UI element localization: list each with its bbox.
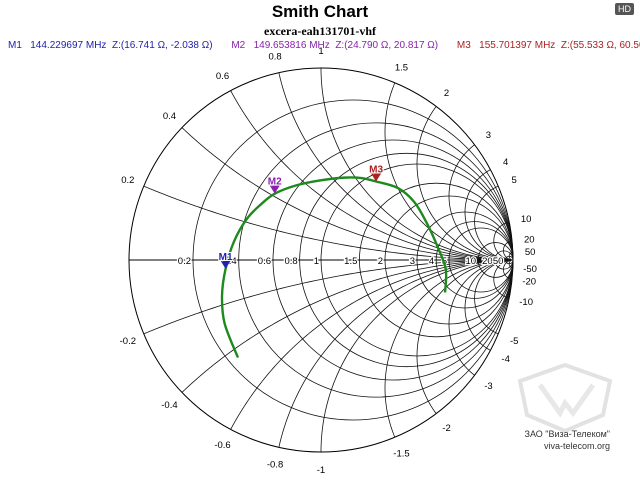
reactance-arc xyxy=(508,259,513,269)
marker-m2-triangle xyxy=(269,185,280,194)
real-axis-label: 1.5 xyxy=(344,256,357,267)
reactance-label-upper: 0.4 xyxy=(163,111,176,122)
marker-m3-readout: M3 155.701397 MHz Z:(55.533 Ω, 60.501 Ω) xyxy=(457,40,640,51)
reactance-label-lower: -0.2 xyxy=(120,336,136,347)
reactance-label-upper: 4 xyxy=(503,157,508,168)
watermark-logo-icon xyxy=(517,363,613,433)
real-axis-label: 20 xyxy=(482,256,493,267)
reactance-label-lower: -3 xyxy=(484,381,492,392)
reactance-arc xyxy=(384,82,513,261)
watermark-company: ЗАО "Виза-Телеком" xyxy=(524,429,610,439)
real-axis-label: 4 xyxy=(429,256,434,267)
marker-m3-z: Z:(55.533 Ω, 60.501 Ω) xyxy=(560,40,640,51)
reactance-label-upper: 0.6 xyxy=(216,71,229,82)
marker-m3-freq: 155.701397 MHz xyxy=(479,40,556,51)
reactance-label-upper: 20 xyxy=(524,235,535,246)
marker-m2-label: M2 xyxy=(268,177,282,188)
real-axis-label: 2 xyxy=(378,256,383,267)
marker-m1-freq: 144.229697 MHz xyxy=(30,40,107,51)
real-axis-label: 0.6 xyxy=(258,256,271,267)
marker-m2-readout: M2 149.653816 MHz Z:(24.790 Ω, 20.817 Ω) xyxy=(231,40,441,51)
real-axis-label: 50 xyxy=(493,256,504,267)
impedance-trace xyxy=(220,176,448,359)
marker-m2-name: M2 xyxy=(231,40,246,51)
reactance-label-lower: -1 xyxy=(317,465,325,476)
watermark-url: viva-telecom.org xyxy=(543,441,610,451)
marker-m1-readout: M1 144.229697 MHz Z:(16.741 Ω, -2.038 Ω) xyxy=(8,40,215,51)
marker-m3-label: M3 xyxy=(369,164,383,175)
real-axis-label: 0.8 xyxy=(284,256,297,267)
reactance-label-upper: 10 xyxy=(521,214,532,225)
marker-m1-triangle xyxy=(220,260,231,269)
reactance-label-lower: -50 xyxy=(523,264,537,275)
chart-title: Smith Chart xyxy=(271,2,369,21)
marker-m1-z: Z:(16.741 Ω, -2.038 Ω) xyxy=(111,40,213,51)
real-axis-label: 10 xyxy=(466,256,477,267)
reactance-label-upper: 1.5 xyxy=(395,62,408,73)
reactance-label-lower: -0.8 xyxy=(267,460,283,471)
reactance-label-lower: -0.6 xyxy=(214,440,230,451)
marker-readout: M1 144.229697 MHz Z:(16.741 Ω, -2.038 Ω)… xyxy=(8,40,640,51)
marker-m1-name: M1 xyxy=(8,40,22,51)
reactance-arc xyxy=(384,259,513,438)
reactance-label-upper: 5 xyxy=(512,175,517,186)
chart-subtitle: excera-eah131701-vhf xyxy=(264,24,376,38)
reactance-label-lower: -5 xyxy=(510,336,518,347)
watermark-text: ЗАО "Виза-Телеком" viva-telecom.org xyxy=(525,428,610,452)
reactance-label-lower: -1.5 xyxy=(393,449,409,460)
real-axis-label: 3 xyxy=(410,256,415,267)
real-axis-label: 0.2 xyxy=(178,256,191,267)
reactance-label-upper: 0.2 xyxy=(121,175,134,186)
marker-m1-label: M1 xyxy=(219,252,233,263)
reactance-label-upper: 0.8 xyxy=(268,51,281,62)
marker-m2-z: Z:(24.790 Ω, 20.817 Ω) xyxy=(335,40,439,51)
real-axis-label: 1 xyxy=(314,256,319,267)
reactance-label-upper: 1 xyxy=(318,46,323,57)
marker-m3-name: M3 xyxy=(456,40,471,51)
reactance-label-lower: -10 xyxy=(519,297,533,308)
reactance-label-lower: -20 xyxy=(522,276,536,287)
hd-badge[interactable]: HD xyxy=(615,3,634,15)
reactance-label-upper: 2 xyxy=(444,88,449,99)
reactance-label-lower: -2 xyxy=(442,423,450,434)
reactance-label-lower: -4 xyxy=(501,354,509,365)
marker-m3-triangle xyxy=(371,173,382,182)
reactance-label-upper: 50 xyxy=(525,247,536,258)
marker-m2-freq: 149.653816 MHz xyxy=(253,40,330,51)
reactance-label-lower: -0.4 xyxy=(161,400,177,411)
reactance-label-upper: 3 xyxy=(486,130,491,141)
